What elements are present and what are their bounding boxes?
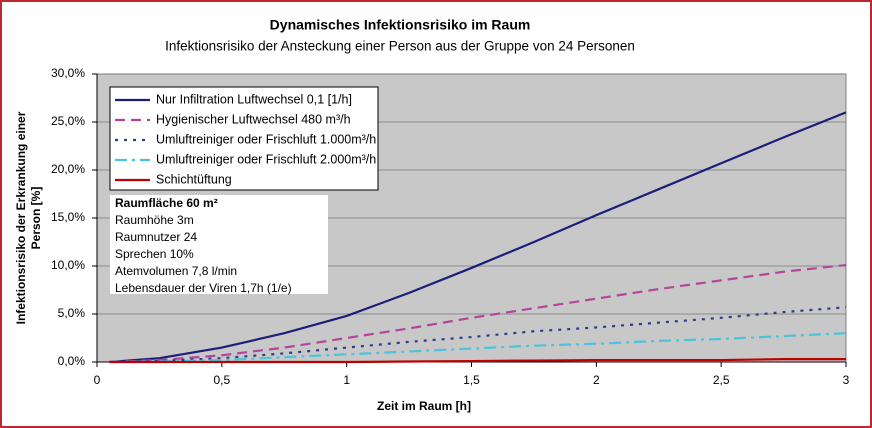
info-line: Sprechen 10% bbox=[115, 247, 194, 261]
x-axis-label: Zeit im Raum [h] bbox=[377, 399, 471, 413]
chart-title: Dynamisches Infektionsrisiko im Raum bbox=[270, 17, 531, 33]
y-tick-label: 25,0% bbox=[51, 114, 85, 128]
series-line bbox=[109, 111, 847, 364]
legend-label: Umluftreiniger oder Frischluft 1.000m³/h bbox=[156, 132, 376, 146]
legend: Nur Infiltration Luftwechsel 0,1 [1/h] Hy… bbox=[109, 86, 379, 191]
y-tick-label: 30,0% bbox=[51, 66, 85, 80]
y-tick-label: 0,0% bbox=[58, 354, 86, 368]
info-line: Atemvolumen 7,8 l/min bbox=[115, 264, 237, 278]
x-tick-label: 0 bbox=[94, 373, 101, 387]
info-title: Raumfläche 60 m² bbox=[115, 196, 218, 210]
info-box-bg bbox=[110, 195, 328, 294]
x-tick-label: 2,5 bbox=[713, 373, 730, 387]
series-line bbox=[109, 358, 846, 364]
info-line: Lebensdauer der Viren 1,7h (1/e) bbox=[115, 281, 292, 295]
y-axis-label: Infektionsrisiko der Erkrankung einer Pe… bbox=[14, 111, 43, 324]
series-line bbox=[109, 306, 847, 364]
y-axis-label-line: Person [%] bbox=[29, 187, 43, 250]
legend-label: Schichtüftung bbox=[156, 172, 232, 186]
legend-label: Umluftreiniger oder Frischluft 2.000m³/h bbox=[156, 152, 376, 166]
x-tick-label: 2 bbox=[593, 373, 600, 387]
x-tick-label: 1 bbox=[343, 373, 350, 387]
x-tick-label: 0,5 bbox=[213, 373, 230, 387]
series-line bbox=[109, 263, 847, 364]
legend-label: Hygienischer Luftwechsel 480 m³/h bbox=[156, 112, 351, 126]
info-box: Raumfläche 60 m² Raumhöhe 3m Raumnutzer 24… bbox=[110, 195, 328, 295]
legend-box bbox=[109, 86, 379, 191]
y-tick-label: 20,0% bbox=[51, 162, 85, 176]
y-axis-label-line: Infektionsrisiko der Erkrankung einer bbox=[14, 111, 28, 324]
legend-label: Nur Infiltration Luftwechsel 0,1 [1/h] bbox=[156, 92, 352, 106]
info-line: Raumnutzer 24 bbox=[115, 230, 197, 244]
x-tick-label: 1,5 bbox=[463, 373, 480, 387]
chart-subtitle: Infektionsrisiko der Ansteckung einer Pe… bbox=[165, 39, 635, 54]
info-line: Raumhöhe 3m bbox=[115, 213, 194, 227]
y-tick-label: 10,0% bbox=[51, 258, 85, 272]
x-tick-label: 3 bbox=[843, 373, 850, 387]
y-tick-label: 5,0% bbox=[58, 306, 86, 320]
y-tick-label: 15,0% bbox=[51, 210, 85, 224]
